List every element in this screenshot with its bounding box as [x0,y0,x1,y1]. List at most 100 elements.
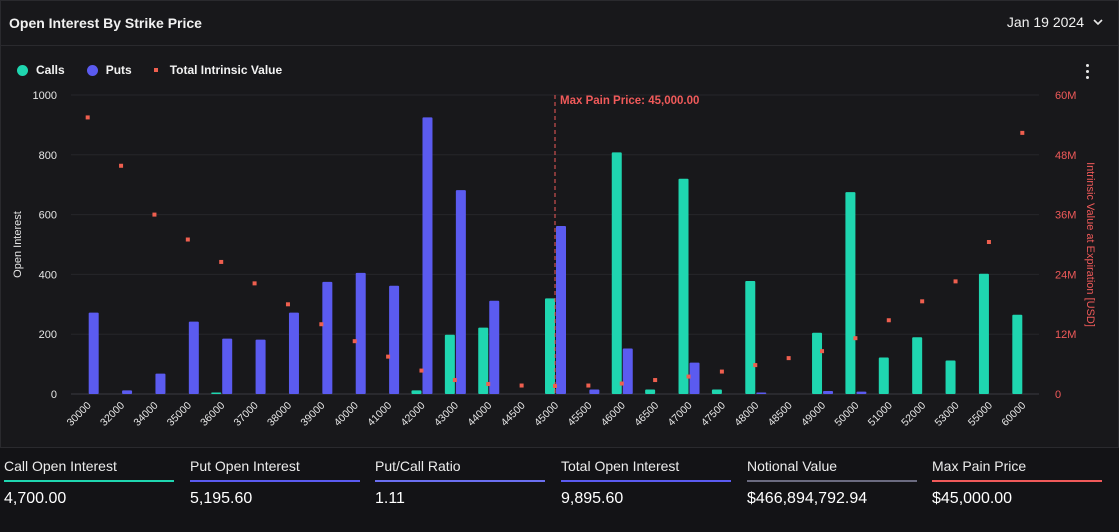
call-bar [411,390,422,394]
expiry-date-dropdown[interactable]: Jan 19 2024 [1007,14,1104,30]
x-tick-label: 38000 [265,400,294,429]
legend-item-puts[interactable]: Puts [86,63,132,77]
intrinsic-value-point [786,356,791,361]
intrinsic-value-point [853,336,858,341]
call-bar [645,389,656,394]
call-bar [812,332,823,394]
summary-stats: Call Open Interest 4,700.00 Put Open Int… [0,446,1119,532]
put-bar [88,312,99,394]
x-tick-label: 48000 [732,400,761,429]
y-tick-label-left: 1000 [33,90,57,102]
intrinsic-value-point [553,384,557,389]
expiry-date-label: Jan 19 2024 [1006,14,1084,30]
put-bar [188,321,199,394]
stat-label: Put/Call Ratio [375,458,461,474]
x-tick-label: 43000 [432,400,461,429]
put-bar [288,312,299,394]
stat-value: $45,000.00 [932,490,1013,507]
call-bar [1012,314,1023,394]
put-bar [122,390,133,394]
intrinsic-value-point [753,363,758,368]
call-bar [478,327,489,394]
put-bar [389,285,400,394]
y-axis-title-right: Intrinsic Value at Expiration [USD] [1084,162,1096,327]
call-bar [611,152,622,394]
x-tick-label: 37000 [232,400,261,429]
intrinsic-value-point [352,339,357,344]
x-tick-label: 39000 [298,400,327,429]
intrinsic-value-point [319,322,324,327]
stat-label: Total Open Interest [561,458,680,474]
stat-value: 1.11 [375,490,405,507]
x-tick-label: 30000 [65,400,94,429]
call-bar [745,280,756,394]
x-tick-label: 32000 [98,400,127,429]
y-tick-label-right: 36M [1055,210,1076,222]
intrinsic-value-point [252,281,257,286]
call-bar [444,334,455,394]
x-tick-label: 42000 [398,400,427,429]
max-pain-label: Max Pain Price: 45,000.00 [560,95,699,107]
stat-underline [375,480,545,482]
stat-underline [190,480,360,482]
put-bar [689,362,700,394]
stat-label: Call Open Interest [4,458,117,474]
stat-label: Notional Value [747,458,838,474]
calls-swatch-icon [17,64,28,76]
y-tick-label-left: 800 [39,150,57,162]
y-tick-label-right: 12M [1055,329,1076,341]
panel-header: Open Interest By Strike Price Jan 19 202… [1,1,1118,46]
y-tick-label-left: 200 [39,329,57,341]
intrinsic-value-point [452,378,457,383]
stat-underline [747,480,917,482]
x-tick-label: 34000 [131,400,160,429]
stat-value: $466,894,792.94 [747,490,868,507]
x-tick-label: 45000 [532,400,561,429]
x-tick-label: 48500 [766,400,795,429]
intrinsic-value-point [419,368,424,373]
x-tick-label: 47500 [699,400,728,429]
y-tick-label-left: 400 [39,269,57,281]
x-tick-label: 51000 [866,400,895,429]
stat-label: Max Pain Price [932,458,1027,474]
intrinsic-value-point [653,378,658,383]
legend-label: Calls [36,63,65,77]
intrinsic-swatch-icon [153,68,158,72]
more-options-icon[interactable] [1086,64,1090,80]
x-tick-label: 47000 [666,400,695,429]
call-bar [978,273,989,394]
open-interest-chart: 0 200 400 600 800 1000 0 12M 24M 36M 48M 60M Open In… [12,90,1096,429]
put-bar [856,391,867,394]
intrinsic-value-point [953,279,958,284]
legend-label: Puts [105,63,132,77]
intrinsic-value-point [586,383,591,388]
stat-underline [561,480,731,482]
stat-value: 9,895.60 [561,490,624,507]
call-bar [912,337,923,394]
intrinsic-value-point [285,302,290,307]
intrinsic-value-point [820,349,825,354]
intrinsic-value-point [152,212,157,217]
call-bar [878,357,889,394]
put-bar [455,190,466,394]
intrinsic-value-point [185,237,190,242]
y-tick-label-left: 600 [39,210,57,222]
x-tick-label: 52000 [899,400,928,429]
panel-title: Open Interest By Strike Price [9,15,202,31]
x-tick-label: 55000 [966,400,995,429]
x-tick-label: 35000 [165,400,194,429]
intrinsic-value-point [519,383,524,388]
x-tick-label: 53000 [933,400,962,429]
put-bar [589,389,600,394]
call-bar [678,178,689,394]
legend-item-intrinsic-value[interactable]: Total Intrinsic Value [153,63,282,77]
y-tick-label-right: 0 [1055,389,1061,401]
put-bar [622,348,633,394]
stat-value: 4,700.00 [4,490,67,507]
y-tick-label-right: 60M [1055,90,1076,102]
put-bar [155,373,166,394]
legend-item-calls[interactable]: Calls [17,63,65,77]
y-axis-title-left: Open Interest [12,211,24,278]
call-bar [211,392,222,394]
call-bar [545,298,555,394]
